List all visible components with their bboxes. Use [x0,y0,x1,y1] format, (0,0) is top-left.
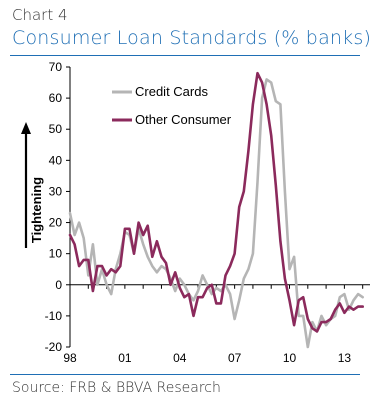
x-tick-label: 04 [173,351,187,365]
x-tick-label: 13 [338,351,352,365]
tightening-arrow-head [21,122,31,134]
legend-label-other-consumer: Other Consumer [135,112,232,127]
y-tick-label: -20 [45,340,63,354]
y-tick-label: 60 [49,91,63,105]
x-tick-label: 01 [118,351,132,365]
y-tick-label: 30 [49,184,63,198]
y-axis-label: Tightening [29,177,44,243]
y-axis-label-group: Tightening [21,122,44,248]
chart-series [68,71,364,349]
x-tick-label: 98 [63,351,77,365]
x-tick-label: 10 [283,351,297,365]
title-divider [10,55,360,56]
series-line-other-consumer [68,71,364,333]
y-tick-label: 50 [49,122,63,136]
series-line-credit-cards [68,78,364,349]
chart-title: Consumer Loan Standards (% banks) [12,27,372,49]
y-tick-label: -10 [45,309,63,323]
y-tick-label: 70 [49,60,63,74]
chart-legend: Credit Cards Other Consumer [112,84,232,127]
y-tick-label: 10 [49,247,63,261]
x-tick-label: 07 [228,351,242,365]
chart-label: Chart 4 [12,6,68,24]
source-divider [10,374,360,375]
source-note: Source: FRB & BBVA Research [12,380,221,396]
legend-label-credit-cards: Credit Cards [135,84,208,99]
y-tick-label: 0 [55,278,62,292]
y-tick-label: 20 [49,216,63,230]
y-tick-label: 40 [49,153,63,167]
